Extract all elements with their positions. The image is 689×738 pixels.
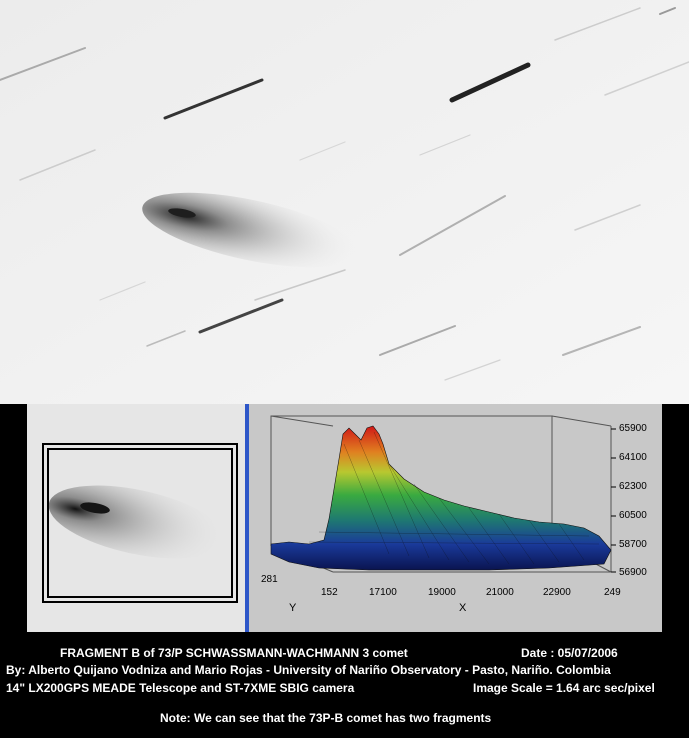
selection-frame-inner — [47, 448, 233, 598]
z-tick: 64100 — [619, 452, 647, 463]
x-tick: 152 — [321, 587, 338, 598]
caption-note: Note: We can see that the 73P-B comet ha… — [160, 711, 492, 725]
z-tick: 58700 — [619, 539, 647, 550]
x-tick: 249 — [604, 587, 621, 598]
comet-crop-panel — [27, 404, 245, 632]
star-trails — [0, 7, 689, 381]
y-axis-label: Y — [289, 602, 297, 614]
x-tick: 17100 — [369, 587, 397, 598]
caption-title: FRAGMENT B of 73/P SCHWASSMANN-WACHMANN … — [60, 646, 408, 660]
z-tick: 56900 — [619, 567, 647, 578]
intensity-surface-plot: 65900 64100 62300 60500 58700 56900 281 … — [249, 404, 662, 632]
z-tick: 62300 — [619, 481, 647, 492]
surface-mesh — [308, 431, 600, 565]
z-axis-ticks — [611, 428, 616, 573]
z-tick: 60500 — [619, 510, 647, 521]
comet-photo — [0, 0, 689, 404]
caption-image-scale: Image Scale = 1.64 arc sec/pixel — [473, 681, 655, 695]
comet — [142, 192, 358, 268]
x-tick: 21000 — [486, 587, 514, 598]
caption-equipment: 14" LX200GPS MEADE Telescope and ST-7XME… — [6, 681, 355, 695]
z-tick: 65900 — [619, 423, 647, 434]
caption-date: Date : 05/07/2006 — [521, 646, 618, 660]
caption-authors: By: Alberto Quijano Vodniza and Mario Ro… — [6, 663, 611, 677]
x-tick: 22900 — [543, 587, 571, 598]
intensity-surface — [270, 425, 612, 571]
selection-frame-outer — [42, 443, 238, 603]
comet-crop-nucleus — [80, 502, 110, 514]
panel-divider — [245, 404, 249, 632]
y-tick: 281 — [261, 574, 278, 585]
x-tick: 19000 — [428, 587, 456, 598]
x-axis-label: X — [459, 602, 467, 614]
